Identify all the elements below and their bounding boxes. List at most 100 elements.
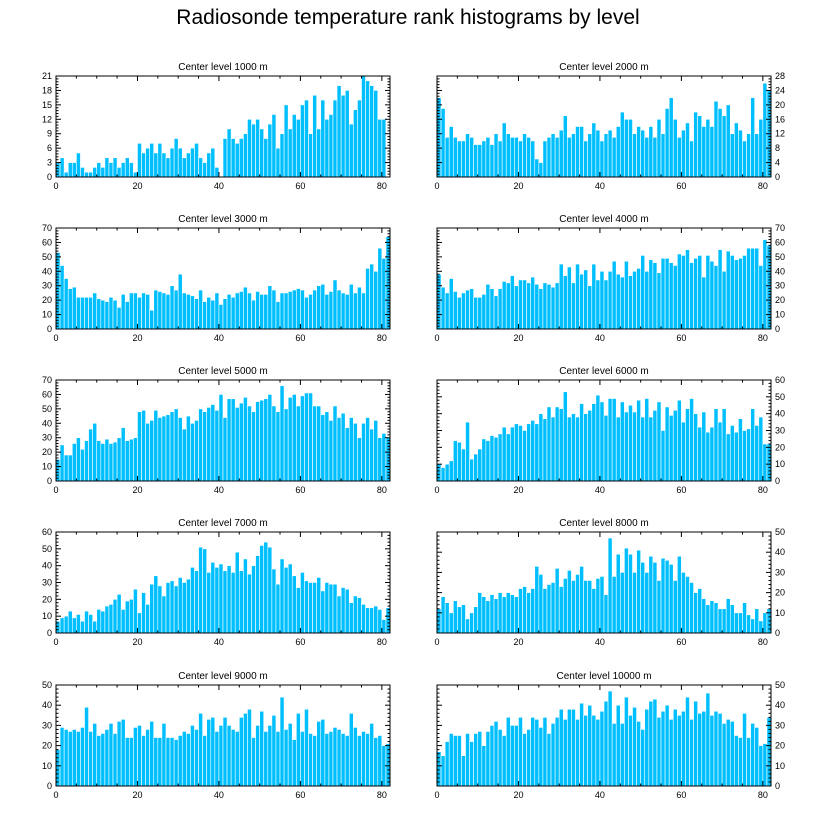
histogram-bar [234, 731, 240, 787]
histogram-bar [603, 415, 609, 482]
histogram-bar [357, 437, 362, 482]
histogram-bar [112, 733, 118, 787]
histogram-bar [473, 453, 479, 482]
histogram-bar [165, 582, 171, 634]
histogram-bar [165, 737, 171, 787]
histogram-bar [758, 265, 764, 330]
histogram-bar [177, 577, 183, 634]
y-tick-label: 60 [42, 389, 52, 399]
histogram-bar [169, 737, 175, 787]
y-tick-label: 60 [42, 527, 52, 537]
histogram-bar [63, 454, 69, 482]
histogram-bar [112, 157, 118, 178]
x-tick-label: 40 [595, 790, 605, 800]
x-tick-label: 60 [676, 333, 686, 343]
histogram-bar [291, 394, 297, 482]
histogram-bar [738, 418, 743, 482]
histogram-bar [296, 288, 301, 330]
y-tick-label: 20 [775, 741, 785, 751]
histogram-bar [96, 609, 102, 634]
histogram-bar [76, 614, 81, 634]
histogram-bar [595, 394, 601, 482]
histogram-bar [668, 97, 674, 178]
histogram-bar [656, 272, 662, 330]
histogram-bar [320, 414, 326, 482]
histogram-bar [762, 612, 768, 634]
histogram-bar [108, 604, 114, 634]
histogram-bar [721, 608, 727, 634]
histogram-bar [518, 279, 523, 330]
histogram-bar [705, 255, 711, 330]
histogram-bar [316, 128, 322, 178]
x-tick-label: 80 [377, 181, 387, 191]
histogram-bar [632, 572, 637, 634]
histogram-bar [501, 426, 507, 482]
histogram-bar [550, 133, 556, 178]
panel-title: Center level 5000 m [178, 366, 268, 377]
y-tick-label: 9 [47, 129, 52, 139]
histogram-bar [530, 140, 536, 178]
histogram-bar [501, 596, 507, 634]
histogram-bar [214, 167, 220, 178]
histogram-bar [677, 714, 682, 787]
histogram-bar [505, 282, 511, 330]
histogram-bar [444, 741, 450, 787]
histogram-bar [226, 294, 232, 330]
histogram-bar [713, 602, 719, 634]
histogram-bar [300, 572, 305, 634]
panel-title: Center level 8000 m [559, 518, 649, 529]
histogram-bar [71, 729, 77, 787]
histogram-bar [640, 129, 646, 178]
histogram-bar [762, 443, 768, 482]
histogram-bar [750, 408, 756, 482]
y-tick-label: 50 [42, 252, 52, 262]
histogram-bar [729, 721, 735, 787]
histogram-bar [440, 467, 446, 482]
histogram-bar [267, 394, 273, 482]
histogram-bar [222, 298, 228, 330]
histogram-bar [332, 99, 338, 178]
histogram-bar [247, 118, 252, 178]
histogram-bar [365, 607, 370, 634]
histogram-bar [222, 417, 228, 482]
histogram-bar [108, 723, 114, 787]
histogram-bar [538, 162, 544, 178]
histogram-bar [583, 580, 589, 634]
histogram-bar [518, 425, 523, 482]
histogram-bar [308, 582, 313, 634]
histogram-bar [76, 152, 81, 178]
y-tick-label: 15 [42, 100, 52, 110]
histogram-bar [558, 586, 564, 634]
histogram-bar [259, 294, 265, 330]
histogram-bar [587, 704, 593, 787]
x-tick-label: 40 [595, 333, 605, 343]
histogram-bar [473, 606, 479, 634]
histogram-bar [534, 423, 540, 482]
histogram-bar [353, 292, 358, 330]
histogram-bar [550, 286, 556, 330]
histogram-bar [562, 115, 568, 178]
histogram-bar [161, 292, 167, 330]
histogram-bar [71, 617, 77, 634]
histogram-bar [452, 440, 458, 482]
histogram-bar [534, 566, 540, 634]
histogram-bar [116, 721, 122, 787]
histogram-bar [133, 171, 138, 178]
histogram-bar [279, 696, 285, 787]
histogram-bar [296, 405, 301, 482]
y-tick-label: 0 [47, 628, 52, 638]
histogram-bar [505, 592, 511, 634]
histogram-bar [137, 296, 142, 330]
histogram-bar [652, 698, 658, 787]
histogram-bar [636, 549, 641, 634]
y-tick-label: 10 [42, 310, 52, 320]
histogram-bar [632, 133, 637, 178]
histogram-bar [677, 253, 682, 330]
histogram-bar [80, 448, 85, 482]
histogram-bar [320, 99, 326, 178]
y-tick-label: 16 [775, 114, 785, 124]
histogram-bar [465, 289, 470, 330]
histogram-bar [465, 133, 470, 178]
histogram-bar [444, 463, 450, 482]
histogram-bar [461, 448, 466, 482]
